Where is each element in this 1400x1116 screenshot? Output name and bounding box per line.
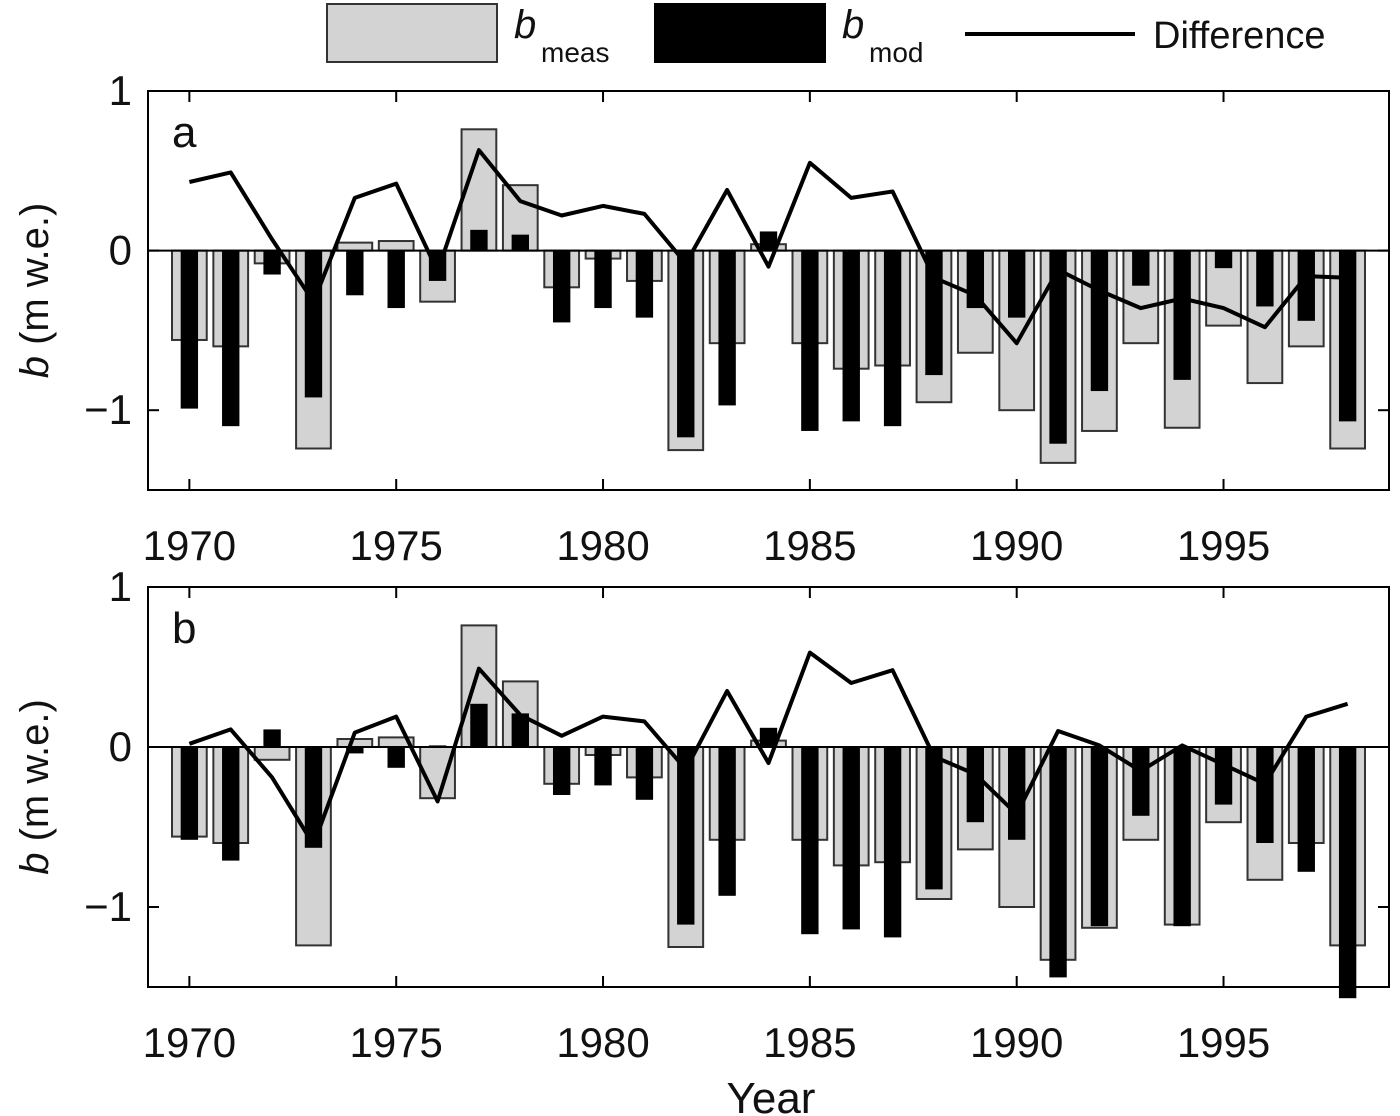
bar-mod <box>387 250 405 309</box>
bar-mod <box>1256 250 1274 307</box>
bar-mod <box>842 747 860 930</box>
bar-mod <box>346 250 364 296</box>
bar-mod <box>883 250 902 427</box>
bar-mod <box>1173 250 1191 380</box>
x-tick-label: 1975 <box>349 1019 442 1066</box>
bar-mod <box>801 747 819 935</box>
bar-mod <box>1049 747 1067 978</box>
bar-mod <box>883 747 902 938</box>
bar-mod <box>304 250 323 398</box>
difference-line <box>188 148 1348 346</box>
bar-mod <box>470 229 488 251</box>
legend-meas-swatch <box>326 3 498 63</box>
bar-mod <box>1297 747 1315 872</box>
bar-mod <box>1008 250 1026 318</box>
bar-mod <box>552 250 571 323</box>
bar-mod <box>346 747 364 754</box>
bar-mod <box>1132 250 1150 286</box>
bar-mod <box>511 234 529 251</box>
bar-meas <box>336 738 374 748</box>
bar-mod <box>1256 747 1274 843</box>
bar-mod <box>222 250 240 427</box>
bar-mod <box>387 747 405 768</box>
bar-mod <box>470 703 488 747</box>
bar-mod <box>677 747 695 925</box>
bar-mod <box>222 747 240 861</box>
x-tick-label: 1985 <box>763 1019 856 1066</box>
bar-meas <box>377 240 415 252</box>
y-tick-label: 0 <box>109 723 132 770</box>
bar-mod <box>1173 747 1191 927</box>
x-tick-label: 1975 <box>349 522 442 569</box>
legend-meas-sub: meas <box>541 37 609 68</box>
bar-mod <box>1008 747 1026 840</box>
x-tick-label: 1995 <box>1177 1019 1270 1066</box>
y-tick-label: 1 <box>109 67 132 114</box>
bar-mod <box>718 747 736 896</box>
bar-mod <box>180 747 199 840</box>
bar-mod <box>1338 250 1357 422</box>
bar-mod <box>718 250 736 406</box>
bar-mod <box>842 250 860 422</box>
x-tick-label: 1990 <box>970 1019 1063 1066</box>
bar-mod <box>304 747 323 848</box>
bar-mod <box>1090 250 1109 392</box>
x-tick-label: 1990 <box>970 522 1063 569</box>
legend: b meas b mod Difference <box>326 3 1326 68</box>
legend-diff-label: Difference <box>1153 15 1326 57</box>
bar-mod <box>966 747 985 823</box>
bar-mod <box>552 747 571 795</box>
bar-mod <box>1214 250 1233 269</box>
panel-label: a <box>172 108 197 157</box>
x-tick-label: 1970 <box>143 1019 236 1066</box>
bar-mod <box>1090 747 1109 927</box>
legend-mod-label: b <box>842 3 864 47</box>
y-axis-label: b (m w.e.) <box>13 699 57 875</box>
bar-mod <box>677 250 695 438</box>
bar-mod <box>635 250 654 318</box>
panel-b: 1970 1975 1980 1985 1990 1995 −1 0 1b b (m w.e.) <box>13 563 1390 1066</box>
bar-mod <box>511 713 529 747</box>
plot-frame <box>147 90 1390 491</box>
difference-line <box>188 650 1349 847</box>
legend-mod-swatch <box>654 3 826 63</box>
bar-mod <box>801 250 819 431</box>
bar-mod <box>1049 250 1067 444</box>
x-tick-label: 1985 <box>763 522 856 569</box>
bar-meas <box>336 241 374 252</box>
bar-mod <box>1338 747 1357 999</box>
panel-a: 1970 1975 1980 1985 1990 1995 −1 0 1a b (m w.e.) <box>13 67 1390 569</box>
legend-meas-label: b <box>514 3 536 47</box>
bar-mod <box>925 250 943 376</box>
bar-meas <box>253 746 291 761</box>
bar-mod <box>925 747 943 890</box>
y-tick-label: 1 <box>109 563 132 610</box>
y-tick-label: 0 <box>109 227 132 274</box>
x-axis-label: Year <box>727 1074 816 1116</box>
bar-mod <box>263 250 281 275</box>
bar-mod <box>263 729 281 747</box>
x-tick-label: 1980 <box>556 522 649 569</box>
y-tick-label: −1 <box>84 386 132 433</box>
x-tick-label: 1970 <box>143 522 236 569</box>
bar-mod <box>1214 747 1233 805</box>
x-tick-label: 1995 <box>1177 522 1270 569</box>
bar-mod <box>180 250 199 409</box>
bar-mod <box>594 747 612 786</box>
y-axis-label: b (m w.e.) <box>13 203 57 379</box>
panel-label: b <box>172 604 196 653</box>
bar-mod <box>759 727 778 747</box>
legend-mod-sub: mod <box>869 37 923 68</box>
y-tick-label: −1 <box>84 883 132 930</box>
x-tick-label: 1980 <box>556 1019 649 1066</box>
bar-mod <box>594 250 612 309</box>
bar-mod <box>1297 250 1315 321</box>
bar-mod <box>635 747 654 800</box>
bar-mod <box>1132 747 1150 816</box>
bar-mod <box>759 231 778 251</box>
plot-frame <box>147 586 1390 988</box>
